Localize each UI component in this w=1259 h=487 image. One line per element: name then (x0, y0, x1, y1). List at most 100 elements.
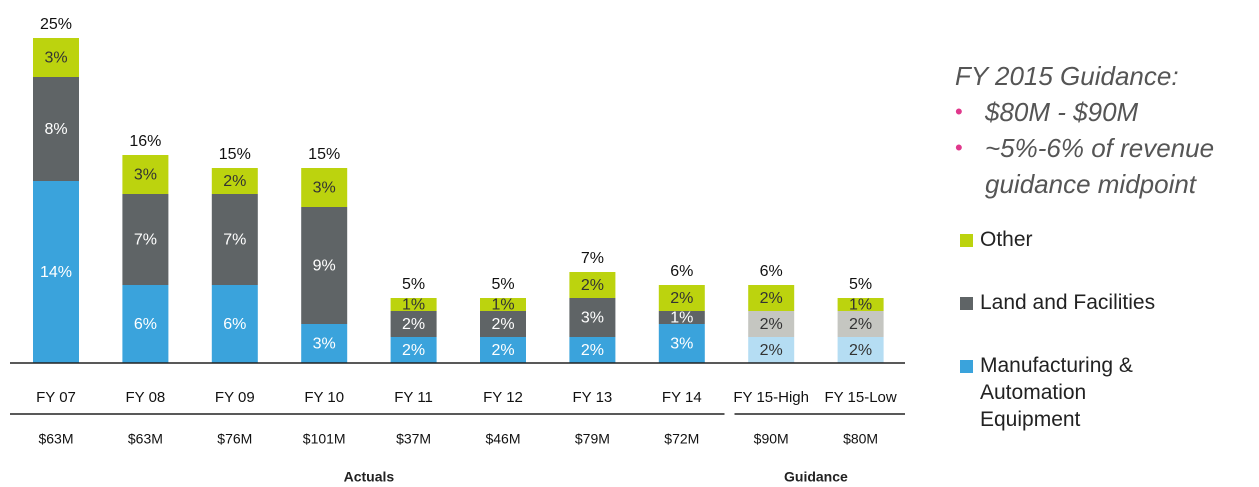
total-label: 15% (219, 146, 251, 163)
segment-label: 2% (849, 316, 872, 333)
bar-segment (748, 337, 795, 363)
segment-label: 2% (670, 290, 693, 307)
bar-segment (390, 311, 437, 337)
x-tick-label: FY 14 (662, 389, 702, 406)
bar-segment (658, 324, 705, 363)
note-bullet: ~5%-6% of revenue guidance midpoint (955, 130, 1255, 202)
bar-segment (569, 272, 616, 298)
segment-label: 2% (760, 342, 783, 359)
bar-segment (211, 168, 258, 194)
bar-segment (33, 38, 79, 77)
bar-segment (211, 285, 258, 363)
spend-label: $90M (754, 431, 789, 447)
bar-segment (480, 298, 526, 311)
bar-segment (301, 324, 348, 363)
legend-swatch (960, 360, 973, 373)
segment-label: 2% (581, 277, 604, 294)
spend-label: $72M (664, 431, 699, 447)
x-tick-label: FY 15-High (733, 389, 809, 406)
segment-label: 7% (223, 232, 246, 249)
spend-label: $79M (575, 431, 610, 447)
legend-swatch (960, 297, 973, 310)
bar-segment (390, 298, 437, 311)
segment-label: 3% (313, 336, 336, 353)
spend-label: $46M (485, 431, 520, 447)
segment-label: 2% (491, 342, 514, 359)
bar-segment (480, 311, 526, 337)
total-label: 15% (308, 146, 340, 163)
x-tick-label: FY 08 (126, 389, 166, 406)
segment-label: 2% (760, 290, 783, 307)
segment-label: 3% (581, 310, 604, 327)
legend-item: Land and Facilities (960, 289, 1250, 316)
segment-label: 2% (223, 173, 246, 190)
x-tick-label: FY 15-Low (824, 389, 896, 406)
legend-swatch (960, 234, 973, 247)
segment-label: 1% (491, 297, 514, 314)
x-tick-label: FY 11 (394, 389, 433, 406)
x-tick-label: FY 09 (215, 389, 255, 406)
bar-segment (748, 285, 795, 311)
total-label: 6% (670, 263, 693, 280)
bar-segment (122, 285, 169, 363)
spend-label: $80M (843, 431, 878, 447)
x-tick-label: FY 13 (573, 389, 613, 406)
segment-label: 2% (581, 342, 604, 359)
segment-label: 3% (134, 167, 157, 184)
total-label: 5% (491, 276, 514, 293)
bar-segment (569, 298, 616, 337)
segment-label: 3% (670, 336, 693, 353)
note-bullet: $80M - $90M (955, 94, 1255, 130)
segment-label: 7% (134, 232, 157, 249)
total-label: 6% (760, 263, 783, 280)
bar-segment (301, 168, 348, 207)
spend-label: $63M (128, 431, 163, 447)
total-label: 5% (402, 276, 425, 293)
bar-segment (837, 337, 884, 363)
total-label: 5% (849, 276, 872, 293)
legend: Other Land and Facilities Manufacturing & … (960, 226, 1250, 469)
bar-segment (658, 285, 705, 311)
total-label: 25% (40, 16, 72, 33)
bar-segment (33, 181, 79, 363)
bar-segment (122, 194, 169, 285)
bar-segment (837, 311, 884, 337)
bar-segment (301, 207, 348, 324)
segment-label: 8% (44, 121, 67, 138)
spend-label: $63M (38, 431, 73, 447)
legend-item: Manufacturing & Automation Equipment (960, 352, 1250, 433)
spend-label: $76M (217, 431, 252, 447)
bar-segment (33, 77, 79, 181)
legend-item: Other (960, 226, 1250, 253)
segment-label: 6% (134, 316, 157, 333)
bar-segment (837, 298, 884, 311)
bar-segment (569, 337, 616, 363)
x-tick-label: FY 12 (483, 389, 523, 406)
bar-segment (211, 194, 258, 285)
segment-label: 1% (670, 310, 693, 327)
x-tick-label: FY 07 (36, 389, 76, 406)
group-label: Guidance (784, 469, 848, 485)
segment-label: 1% (849, 297, 872, 314)
segment-label: 9% (313, 258, 336, 275)
segment-label: 3% (44, 50, 67, 67)
segment-label: 1% (402, 297, 425, 314)
total-label: 7% (581, 250, 604, 267)
bar-segment (390, 337, 437, 363)
segment-label: 2% (402, 316, 425, 333)
bar-segment (480, 337, 526, 363)
segment-label: 6% (223, 316, 246, 333)
x-tick-label: FY 10 (304, 389, 344, 406)
group-label: Actuals (344, 469, 395, 485)
bar-segment (658, 311, 705, 324)
note-title: FY 2015 Guidance: (955, 61, 1179, 91)
chart: 14% 8% 3% 25% FY 07 $63M 6% 7% 3% 16% FY 08 $63M 6% 7… (10, 16, 905, 485)
guidance-note: FY 2015 Guidance: $80M - $90M ~5%-6% of … (955, 58, 1255, 202)
bar-segment (748, 311, 795, 337)
segment-label: 2% (491, 316, 514, 333)
segment-label: 2% (402, 342, 425, 359)
spend-label: $37M (396, 431, 431, 447)
segment-label: 3% (313, 180, 336, 197)
spend-label: $101M (303, 431, 346, 447)
